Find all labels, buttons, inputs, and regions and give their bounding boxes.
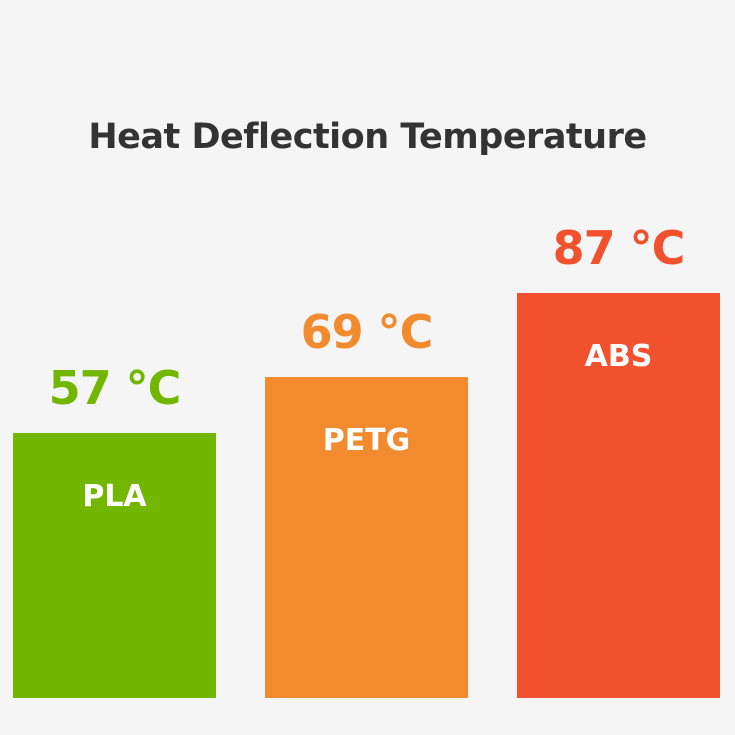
value-label: 69 °C <box>300 304 434 359</box>
chart-title: Heat Deflection Temperature <box>88 117 647 157</box>
category-label: PLA <box>82 478 147 514</box>
value-label: 57 °C <box>48 360 182 415</box>
bar-abs: ABS <box>517 293 720 698</box>
value-label: 87 °C <box>552 221 686 275</box>
category-label: PETG <box>322 422 411 458</box>
bar-pla: PLA <box>13 432 216 698</box>
category-label: ABS <box>584 339 653 374</box>
bar-petg: PETG <box>265 376 468 698</box>
